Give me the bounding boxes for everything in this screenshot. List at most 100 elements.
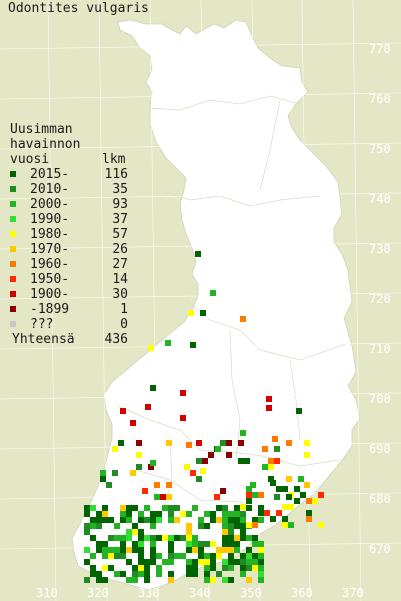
legend-swatch (10, 276, 16, 282)
observation-square (226, 440, 232, 446)
observation-square (186, 559, 192, 565)
observation-square (96, 523, 102, 529)
observation-square (228, 559, 234, 565)
observation-square (136, 464, 142, 470)
observation-square (234, 511, 240, 517)
observation-square (180, 553, 186, 559)
observation-square (246, 547, 252, 553)
legend-row-label: 1900- (30, 287, 70, 302)
observation-square (84, 577, 90, 583)
observation-square (90, 535, 96, 541)
observation-square (184, 464, 190, 470)
observation-square (210, 517, 216, 523)
observation-square (168, 547, 174, 553)
legend-row-label: 2010- (30, 182, 70, 197)
observation-square (126, 547, 132, 553)
legend-rows: 2015- 116 2010- 35 2000- 93 1990- 37 1980- 57 1970… (10, 167, 128, 332)
observation-square (198, 559, 204, 565)
observation-square (318, 522, 324, 528)
observation-square (162, 535, 168, 541)
observation-square (168, 511, 174, 517)
observation-square (162, 505, 168, 511)
observation-square (156, 565, 162, 571)
observation-square (188, 310, 194, 316)
observation-square (234, 535, 240, 541)
observation-square (216, 517, 222, 523)
observation-square (126, 577, 132, 583)
observation-square (120, 517, 126, 523)
observation-square (300, 492, 306, 498)
observation-square (150, 517, 156, 523)
legend-swatch (10, 216, 16, 222)
observation-square (304, 482, 310, 488)
observation-square (96, 541, 102, 547)
observation-square (192, 535, 198, 541)
observation-square (144, 577, 150, 583)
observation-square (216, 547, 222, 553)
legend-header-cols: vuosi lkm (10, 152, 138, 167)
observation-square (102, 565, 108, 571)
legend-row-count: 0 (120, 317, 128, 332)
observation-square (306, 498, 312, 504)
observation-square (286, 440, 292, 446)
legend-swatch (10, 306, 16, 312)
observation-square (210, 290, 216, 296)
observation-square (186, 547, 192, 553)
legend-row: ??? 0 (10, 317, 128, 332)
legend-row: 1900- 30 (10, 287, 128, 302)
observation-square (192, 541, 198, 547)
observation-square (234, 541, 240, 547)
observation-square (156, 571, 162, 577)
observation-square (138, 529, 144, 535)
legend-swatch (10, 231, 16, 237)
observation-square (162, 559, 168, 565)
observation-square (228, 523, 234, 529)
observation-square (262, 446, 268, 452)
observation-square (240, 529, 246, 535)
observation-square (138, 559, 144, 565)
observation-square (312, 498, 318, 504)
observation-square (258, 565, 264, 571)
observation-square (222, 547, 228, 553)
observation-square (240, 523, 246, 529)
observation-square (228, 511, 234, 517)
observation-square (246, 498, 252, 504)
legend-row-label: 1980- (30, 227, 70, 242)
observation-square (114, 571, 120, 577)
observation-square (258, 547, 264, 553)
observation-square (120, 553, 126, 559)
observation-square (102, 547, 108, 553)
observation-square (244, 458, 250, 464)
legend-row-count: 14 (112, 272, 128, 287)
observation-square (144, 535, 150, 541)
observation-square (258, 553, 264, 559)
x-grid-label: 350 (240, 586, 262, 600)
observation-square (240, 511, 246, 517)
observation-square (270, 516, 276, 522)
observation-square (100, 476, 106, 482)
observation-square (274, 458, 280, 464)
observation-square (145, 404, 151, 410)
observation-square (84, 523, 90, 529)
observation-square (138, 565, 144, 571)
observation-square (282, 486, 288, 492)
observation-square (204, 559, 210, 565)
observation-square (112, 446, 118, 452)
observation-square (252, 517, 258, 523)
observation-square (274, 494, 280, 500)
observation-square (282, 516, 288, 522)
observation-square (228, 547, 234, 553)
observation-square (132, 505, 138, 511)
observation-square (165, 340, 171, 346)
observation-square (220, 488, 226, 494)
observation-square (84, 511, 90, 517)
observation-square (258, 571, 264, 577)
observation-square (186, 565, 192, 571)
observation-square (186, 541, 192, 547)
observation-square (168, 541, 174, 547)
legend-swatch (10, 291, 16, 297)
legend-swatch (10, 186, 16, 192)
observation-square (192, 505, 198, 511)
observation-square (222, 577, 228, 583)
observation-square (240, 565, 246, 571)
